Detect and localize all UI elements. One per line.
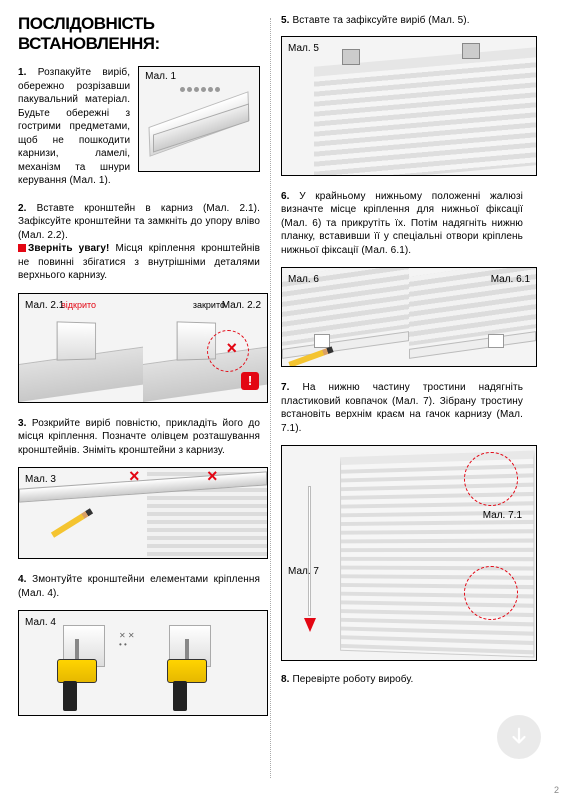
figure-21-label: Мал. 2.1 — [25, 300, 64, 311]
page-number: 2 — [554, 785, 559, 795]
warning-icon — [18, 244, 26, 252]
figure-22-label: Мал. 2.2 — [222, 300, 261, 311]
figure-6: Мал. 6 Мал. 6.1 — [281, 267, 537, 367]
x-icon: × — [207, 467, 218, 487]
step-3: 3. Розкрийте виріб повністю, прикладіть … — [18, 417, 260, 458]
arrow-down-icon — [508, 726, 530, 748]
figure-1: Мал. 1 — [138, 66, 260, 172]
figure-5-label: Мал. 5 — [288, 43, 319, 54]
step-2: 2. Вставте кронштейн в карниз (Мал. 2.1)… — [18, 202, 260, 283]
figure-2: Мал. 2.1 відкрито Мал. 2.2 закрито × ! — [18, 293, 268, 403]
drill-icon — [57, 659, 103, 716]
right-column: 5. Вставте та зафіксуйте виріб (Мал. 5).… — [271, 14, 523, 785]
drill-icon — [167, 659, 213, 716]
page-title: ПОСЛІДОВНІСТЬ ВСТАНОВЛЕННЯ: — [18, 14, 260, 54]
figure-3-label: Мал. 3 — [25, 474, 56, 485]
warning-badge-icon: ! — [241, 372, 259, 390]
left-column: ПОСЛІДОВНІСТЬ ВСТАНОВЛЕННЯ: 1. Розпакуйт… — [18, 14, 270, 785]
step-4: 4. Змонтуйте кронштейни елементами кріпл… — [18, 573, 260, 600]
step-1: 1. Розпакуйте виріб, обережно розрізавши… — [18, 66, 130, 188]
x-icon: × — [226, 338, 237, 359]
next-page-button[interactable] — [497, 715, 541, 759]
step-7: 7. На нижню частину тростини надягніть п… — [281, 381, 523, 435]
figure-61-label: Мал. 6.1 — [491, 274, 530, 285]
figure-7: Мал. 7.1 Мал. 7 — [281, 445, 537, 661]
figure-3: Мал. 3 × × — [18, 467, 268, 559]
step-5: 5. Вставте та зафіксуйте виріб (Мал. 5). — [281, 14, 523, 28]
figure-4-label: Мал. 4 — [25, 617, 56, 628]
figure-6-label: Мал. 6 — [288, 274, 319, 285]
figure-71-label: Мал. 7.1 — [483, 510, 522, 521]
wand-cap-icon — [304, 618, 316, 632]
step-6: 6. У крайньому нижньому положенні жалюзі… — [281, 190, 523, 258]
figure-4: Мал. 4 ✕ ✕• • — [18, 610, 268, 716]
figure-5: Мал. 5 — [281, 36, 537, 176]
label-closed: закрито — [193, 300, 225, 310]
step-8: 8. Перевірте роботу виробу. — [281, 673, 523, 687]
figure-1-label: Мал. 1 — [145, 71, 176, 82]
x-icon: × — [129, 467, 140, 487]
label-open: відкрито — [61, 300, 96, 310]
figure-7-label: Мал. 7 — [288, 566, 319, 577]
